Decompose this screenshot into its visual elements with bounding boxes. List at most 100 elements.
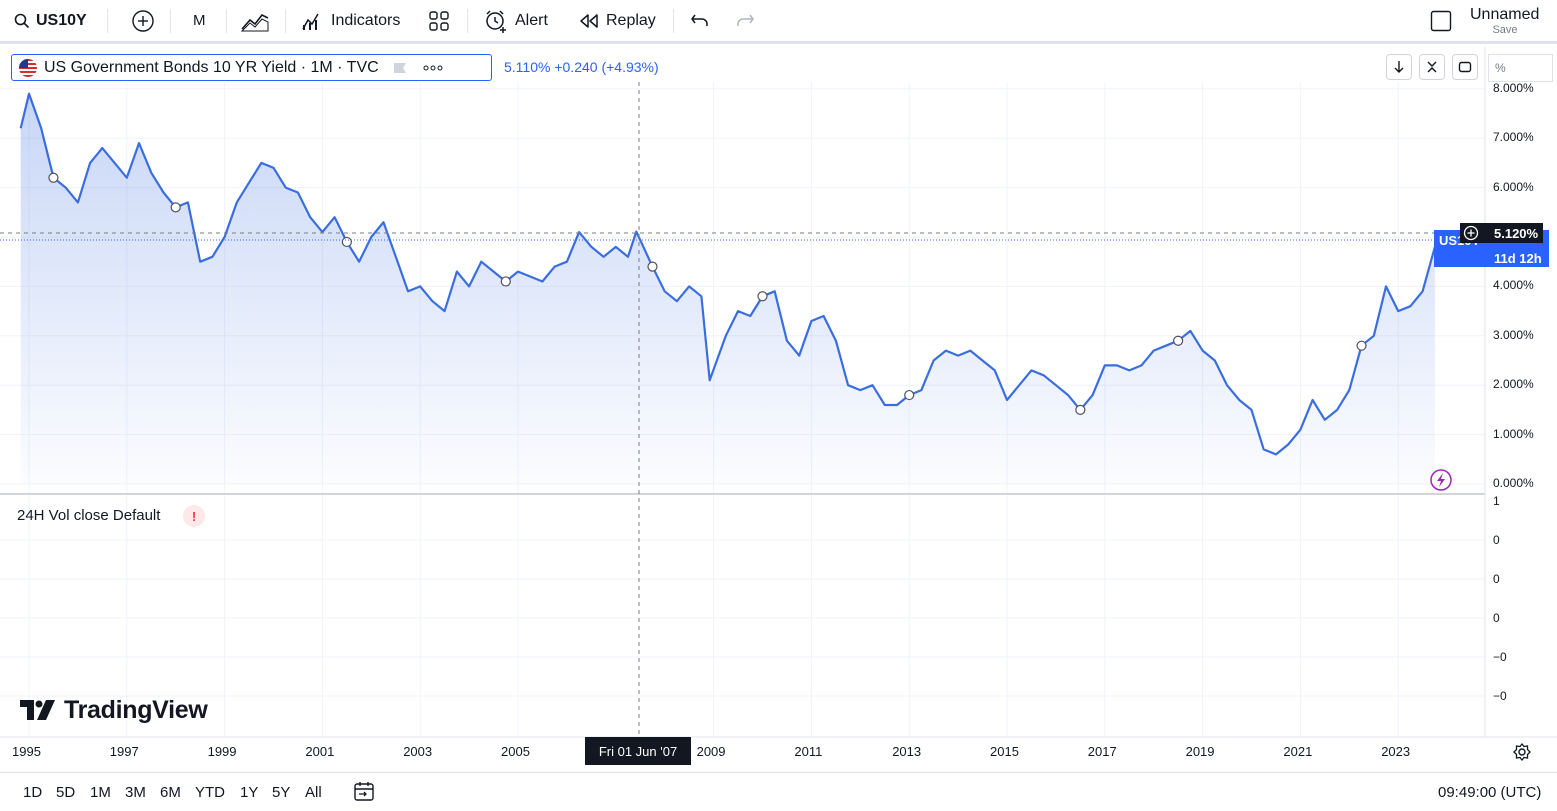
price-scale-label: 3.000%: [1493, 327, 1534, 342]
square-icon: [1430, 10, 1452, 31]
time-axis-label: 2023: [1381, 744, 1411, 759]
time-axis-label: 1999: [207, 744, 237, 759]
time-axis-label: 2019: [1185, 744, 1215, 759]
alert-label: Alert: [515, 11, 548, 29]
range-button-1y[interactable]: 1Y: [240, 784, 259, 801]
area-fill: [20, 93, 1435, 484]
undo-button[interactable]: [690, 0, 710, 41]
toolbar-divider: [226, 9, 227, 33]
move-pane-down-button[interactable]: [1386, 54, 1412, 80]
compare-symbol-button[interactable]: [131, 0, 155, 41]
event-marker[interactable]: [904, 389, 915, 401]
arrow-down-icon: [1394, 61, 1404, 73]
us-flag-icon: [19, 58, 37, 77]
event-marker[interactable]: [341, 236, 352, 248]
add-alert-plus-icon[interactable]: [1463, 225, 1479, 241]
time-axis-label: 1997: [109, 744, 139, 759]
save-label: Save: [1492, 24, 1518, 36]
event-marker[interactable]: [1356, 340, 1367, 351]
volume-scale-label: −0: [1493, 650, 1507, 664]
range-button-ytd[interactable]: YTD: [195, 784, 225, 801]
more-icon[interactable]: [423, 65, 443, 71]
event-marker[interactable]: [48, 172, 59, 183]
event-marker[interactable]: [170, 202, 181, 213]
warning-icon[interactable]: !: [183, 505, 205, 527]
collapse-pane-button[interactable]: [1419, 54, 1445, 80]
crosshair-date-tag: Fri 01 Jun '07: [585, 737, 691, 765]
range-button-5y[interactable]: 5Y: [272, 784, 291, 801]
indicators-label: Indicators: [331, 11, 401, 29]
volume-scale-label: 0: [1493, 611, 1500, 625]
time-axis-label: 2015: [990, 744, 1019, 759]
volume-scale-label: 1: [1493, 494, 1500, 508]
range-button-5d[interactable]: 5D: [56, 784, 76, 801]
range-button-6m[interactable]: 6M: [160, 784, 181, 801]
flag-icon[interactable]: [393, 62, 407, 74]
time-axis-label: 2009: [696, 744, 726, 759]
time-axis-label: 2017: [1087, 744, 1117, 759]
event-marker[interactable]: [500, 276, 511, 287]
grid-layout-icon: [429, 10, 449, 31]
top-toolbar: US10Y M Indicators Alert Replay Unnamed …: [0, 0, 1557, 44]
indicators-button[interactable]: Indicators: [300, 0, 400, 41]
volume-scale-label: 0: [1493, 533, 1500, 547]
time-axis-label: 2005: [501, 744, 530, 759]
plus-circle-icon: [132, 9, 154, 32]
time-axis-label: 2013: [892, 744, 922, 759]
event-marker[interactable]: [647, 261, 658, 272]
crosshair-price-tag[interactable]: 5.120%: [1460, 223, 1543, 243]
redo-icon: [737, 14, 754, 26]
range-button-3m[interactable]: 3M: [125, 784, 146, 801]
settings-gear-icon[interactable]: [1512, 742, 1532, 762]
range-button-all[interactable]: All: [305, 784, 322, 801]
goto-date-calendar-icon[interactable]: [353, 780, 377, 804]
event-marker[interactable]: [1173, 335, 1184, 346]
last-price-tag: US10Y 11d 12h: [1434, 230, 1549, 267]
toolbar-divider: [107, 9, 108, 33]
chart-type-button[interactable]: [240, 0, 270, 41]
price-scale-label: 7.000%: [1493, 130, 1534, 145]
price-scale-label: 6.000%: [1493, 179, 1534, 194]
time-axis-label: 2003: [403, 744, 433, 759]
symbol-legend[interactable]: US Government Bonds 10 YR Yield · 1M · T…: [11, 54, 492, 81]
time-axis-label: 2011: [794, 744, 823, 759]
crosshair-price: 5.120%: [1494, 225, 1539, 241]
time-axis-label: 1995: [12, 744, 41, 759]
last-value: 5.110%: [504, 59, 551, 75]
price-line[interactable]: [19, 92, 1436, 456]
chart-canvas[interactable]: [0, 47, 1557, 810]
utc-clock[interactable]: 09:49:00 (UTC): [1438, 784, 1542, 801]
redo-button[interactable]: [735, 0, 755, 41]
legend-values: 5.110% +0.240 (+4.93%): [504, 59, 659, 75]
layouts-button[interactable]: [428, 0, 450, 41]
alarm-clock-icon: [486, 9, 506, 33]
indicators-icon: [302, 13, 319, 30]
interval-button[interactable]: M: [193, 12, 206, 29]
scale-mode-field[interactable]: %: [1488, 54, 1553, 82]
event-marker[interactable]: [757, 291, 768, 302]
symbol-search-button[interactable]: US10Y: [14, 0, 87, 41]
tradingview-logo[interactable]: TradingView: [20, 696, 208, 725]
range-button-1m[interactable]: 1M: [90, 784, 111, 801]
layout-name: Unnamed: [1470, 6, 1540, 23]
lightning-icon[interactable]: [1430, 469, 1452, 491]
tradingview-logo-icon: [20, 699, 55, 720]
collapse-icon: [1427, 61, 1437, 73]
bar-countdown: 11d 12h: [1494, 251, 1542, 266]
event-marker[interactable]: [1075, 404, 1086, 415]
volume-scale-label: 0: [1493, 572, 1500, 586]
undo-icon: [691, 14, 708, 26]
maximize-pane-button[interactable]: [1452, 54, 1478, 80]
brand-name: TradingView: [64, 696, 208, 724]
price-scale-label: 0.000%: [1493, 476, 1534, 490]
replay-button[interactable]: Replay: [578, 0, 656, 41]
range-button-1d[interactable]: 1D: [23, 784, 43, 801]
toolbar-divider: [285, 9, 286, 33]
layout-checkbox[interactable]: [1430, 0, 1452, 41]
volume-legend[interactable]: 24H Vol close Default: [17, 507, 161, 524]
layout-name-button[interactable]: Unnamed Save: [1470, 0, 1540, 41]
toolbar-divider: [467, 9, 468, 33]
price-scale-label: 1.000%: [1493, 426, 1534, 441]
price-scale-label: 4.000%: [1493, 278, 1534, 293]
alert-button[interactable]: Alert: [483, 0, 548, 41]
